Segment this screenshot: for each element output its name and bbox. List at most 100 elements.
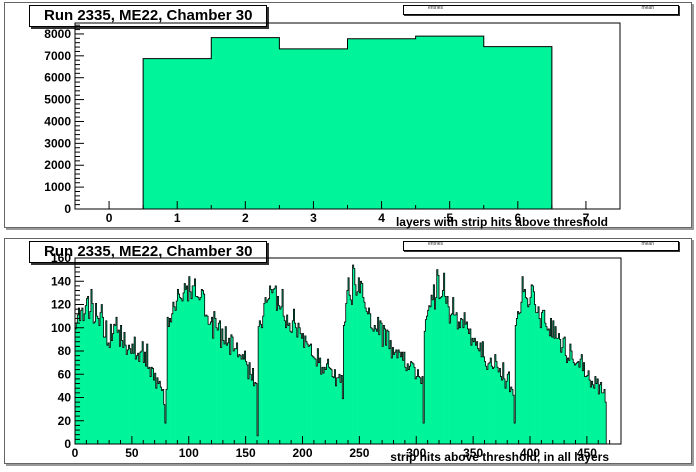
histogram-bar (167, 317, 169, 444)
x-tick-label: 6 (514, 211, 521, 225)
histogram-bar (548, 328, 550, 444)
histogram-bar (376, 331, 378, 444)
histogram-bar (212, 338, 215, 444)
histogram-bar (419, 377, 422, 444)
histogram-bar (335, 385, 337, 444)
histogram-bar (555, 326, 557, 444)
histogram-bar (89, 311, 92, 444)
histogram-bar (575, 363, 577, 444)
histogram-bar (93, 323, 95, 444)
histogram-bar (279, 309, 282, 444)
histogram-bar (301, 338, 303, 444)
histogram-bar (259, 320, 261, 444)
histogram-bar (139, 352, 142, 444)
histogram-bar (198, 299, 201, 444)
y-tick-label: 1000 (44, 180, 71, 194)
histogram-bar (280, 306, 283, 444)
x-tick-label: 4 (378, 211, 385, 225)
histogram-bar (333, 377, 335, 444)
histogram-bar (572, 359, 574, 444)
histogram-bar (128, 345, 130, 444)
histogram-bar (483, 356, 485, 444)
histogram-bar (84, 313, 86, 444)
histogram-bar (288, 323, 291, 444)
histogram-bar (526, 298, 529, 444)
histogram-bar (602, 392, 605, 444)
histogram-bar (137, 353, 140, 444)
histogram-bar (489, 362, 491, 444)
histogram-bar (404, 367, 407, 444)
histogram-bar (245, 361, 248, 444)
histogram-bar (75, 328, 77, 444)
histogram-bar (142, 341, 144, 444)
histogram-bar (219, 320, 221, 444)
x-tick-label: 100 (179, 446, 199, 460)
histogram-bar (586, 375, 589, 444)
histogram-bar (221, 328, 224, 444)
histogram-bar (527, 306, 530, 444)
histogram-bar (355, 295, 358, 444)
histogram-bar (520, 302, 523, 444)
histogram-bar (498, 371, 500, 444)
histogram-bar (460, 318, 463, 444)
y-tick-label: 6000 (44, 71, 71, 85)
y-tick-label: 0 (64, 437, 71, 451)
stats-mean-label: mean (641, 241, 654, 247)
histogram-bar (250, 374, 252, 444)
histogram-bar (407, 363, 409, 444)
histogram-bar (327, 359, 330, 444)
histogram-bar (226, 345, 228, 444)
histogram-bar (320, 374, 323, 444)
histogram-bar (253, 385, 256, 444)
histogram-bar (434, 309, 436, 444)
bars-group (75, 264, 607, 444)
histogram-bar (169, 318, 171, 444)
histogram-bar (317, 348, 319, 444)
histogram-bar (531, 284, 533, 444)
histogram-bar (94, 321, 96, 444)
histogram-bar (595, 383, 598, 444)
histogram-bar (153, 380, 155, 444)
histogram-bar (322, 373, 325, 444)
histogram-bar (315, 359, 317, 444)
histogram-bar (440, 297, 442, 444)
histogram-bar (351, 304, 353, 444)
histogram-bar (217, 330, 219, 444)
histogram-bar (476, 341, 479, 444)
histogram-bar (509, 391, 512, 444)
chart-title: Run 2335, ME22, Chamber 30 (29, 5, 268, 27)
histogram-bar (267, 299, 269, 444)
histogram-bar (329, 368, 332, 444)
histogram-bar (102, 317, 104, 444)
histogram-bar (211, 317, 213, 444)
histogram-bar (227, 342, 229, 444)
histogram-bar (403, 352, 406, 444)
histogram-bar (246, 364, 249, 444)
x-tick-label: 0 (72, 446, 79, 460)
histogram-bar (166, 389, 168, 444)
histogram-bar (120, 325, 122, 444)
strip-hits-histogram-svg: 0 20 40 60 80 100 120 140 160 0 50 100 150 200 250 300 3… (51, 251, 622, 464)
histogram-bar (228, 338, 231, 444)
histogram-bar (465, 324, 467, 444)
histogram-bar (261, 327, 264, 444)
x-tick-label: 7 (583, 211, 590, 225)
histogram-bar (205, 314, 208, 444)
stats-mean-label: mean (641, 5, 654, 11)
histogram-bar (594, 376, 597, 444)
histogram-bar (396, 357, 399, 444)
histogram-bar (361, 283, 364, 444)
histogram-bar (541, 312, 543, 444)
histogram-bar (304, 335, 307, 444)
histogram-bar (506, 381, 508, 444)
histogram-bar (380, 323, 383, 444)
histogram-bar (482, 341, 484, 444)
histogram-bar (475, 345, 477, 444)
histogram-bar (470, 345, 473, 444)
x-tick-label: 0 (106, 211, 113, 225)
histogram-bar (161, 390, 163, 444)
histogram-bar (170, 321, 173, 444)
histogram-bar (115, 317, 118, 444)
histogram-bar (484, 361, 486, 444)
histogram-bar (423, 423, 425, 444)
